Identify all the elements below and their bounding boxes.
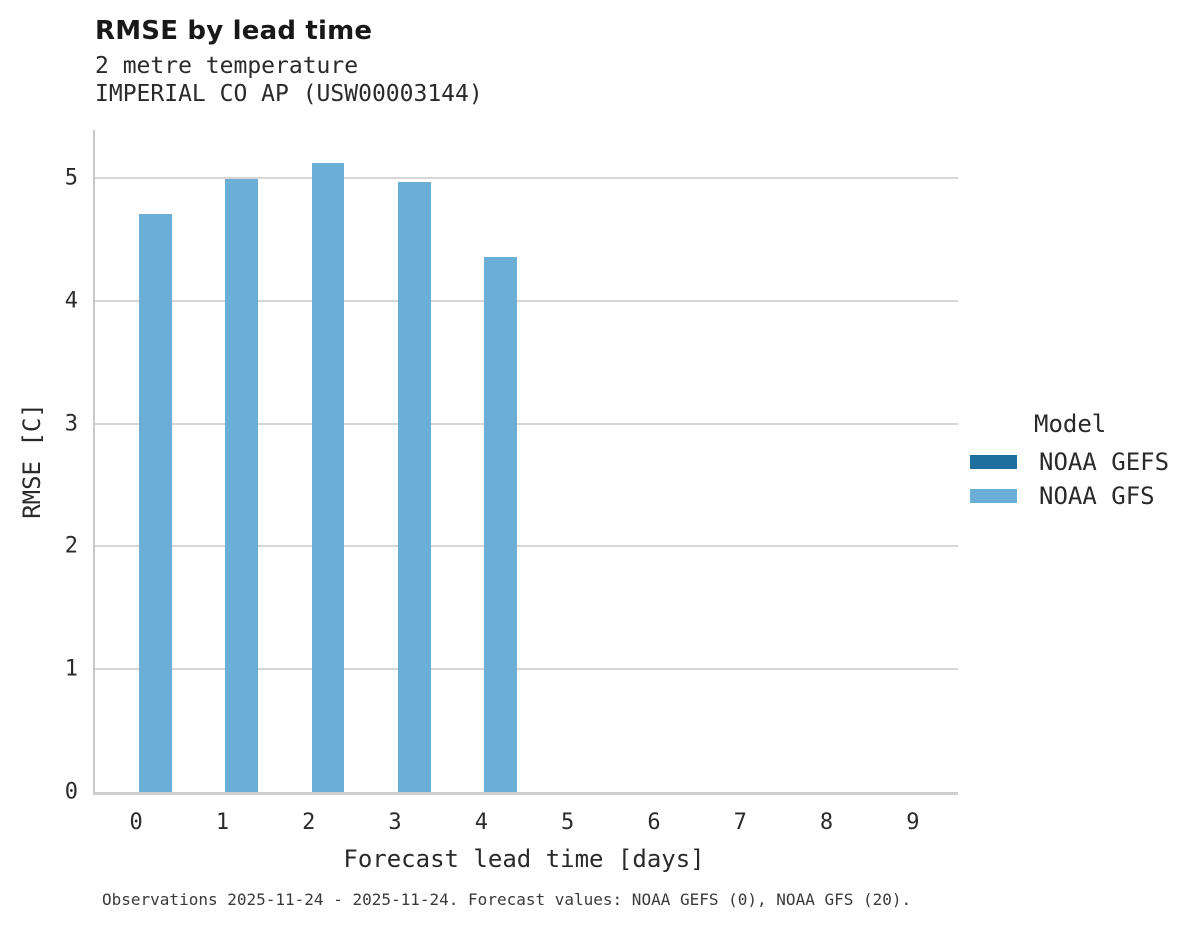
y-tick-label-1: 1 xyxy=(64,656,78,682)
y-axis-ticks: 0 1 2 3 4 5 xyxy=(0,0,78,928)
y-tick-label-5: 5 xyxy=(64,165,78,191)
y-tick-label-0: 0 xyxy=(64,779,78,805)
bar-noaa-gfs-lead-4 xyxy=(484,256,517,792)
x-tick-label-3: 3 xyxy=(388,810,402,835)
x-tick-label-8: 8 xyxy=(819,810,834,835)
bar-noaa-gfs-lead-2 xyxy=(311,163,345,792)
legend-label: NOAA GFS xyxy=(1039,482,1155,510)
gridline-y-3 xyxy=(95,422,958,425)
legend-swatch-noaa-gefs xyxy=(970,455,1017,469)
x-tick-label-6: 6 xyxy=(647,810,661,835)
chart-subtitle-station: IMPERIAL CO AP (USW00003144) xyxy=(95,81,483,107)
x-tick-label-0: 0 xyxy=(129,810,143,835)
bar-noaa-gfs-lead-1 xyxy=(225,179,258,792)
footer-caption: Observations 2025-11-24 - 2025-11-24. Fo… xyxy=(102,890,912,909)
y-tick-label-2: 2 xyxy=(64,533,78,559)
legend-item-noaa-gfs[interactable]: NOAA GFS xyxy=(970,482,1180,510)
legend-title: Model xyxy=(1034,410,1107,438)
gridline-y-1 xyxy=(95,668,958,671)
legend-items: NOAA GEFS NOAA GFS xyxy=(970,448,1180,510)
gridline-y-5 xyxy=(95,176,958,179)
y-tick-label-4: 4 xyxy=(64,288,78,314)
bar-noaa-gfs-lead-0 xyxy=(139,213,172,792)
legend-label: NOAA GEFS xyxy=(1039,448,1170,476)
chart-title: RMSE by lead time xyxy=(95,16,373,46)
bar-noaa-gfs-lead-3 xyxy=(398,181,431,792)
legend-swatch-noaa-gfs xyxy=(970,489,1017,503)
y-tick-label-3: 3 xyxy=(64,411,78,437)
x-tick-label-1: 1 xyxy=(215,810,230,835)
plot-area xyxy=(93,130,958,795)
x-tick-label-5: 5 xyxy=(561,810,575,835)
chart-subtitle-variable: 2 metre temperature xyxy=(95,53,359,79)
legend: Model NOAA GEFS NOAA GFS xyxy=(970,410,1180,516)
x-tick-label-7: 7 xyxy=(733,810,747,835)
x-axis-ticks: 0 1 2 3 4 5 6 7 8 9 xyxy=(93,810,956,840)
gridline-y-4 xyxy=(95,299,958,302)
gridline-y-2 xyxy=(95,545,958,548)
x-tick-label-2: 2 xyxy=(302,810,316,835)
legend-item-noaa-gefs[interactable]: NOAA GEFS xyxy=(970,448,1180,476)
x-axis-title: Forecast lead time [days] xyxy=(343,845,705,873)
x-tick-label-9: 9 xyxy=(906,810,920,835)
x-tick-label-4: 4 xyxy=(474,810,488,835)
